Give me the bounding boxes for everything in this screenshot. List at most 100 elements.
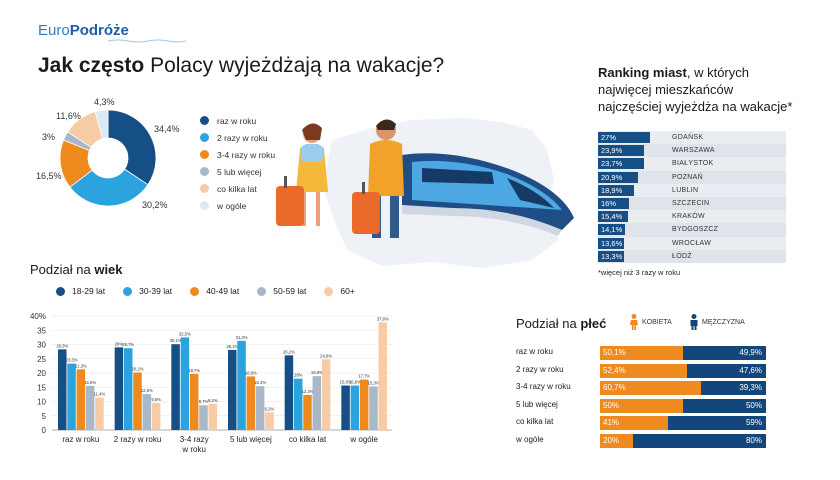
gender-row: co kilka lat 41% 59%: [516, 415, 766, 433]
age-bar: [284, 355, 294, 430]
gender-row-label: w ogóle: [516, 434, 544, 444]
age-legend: 18-29 lat 30-39 lat 40-49 lat 50-59 lat 60+: [56, 286, 373, 296]
ranking-bar: [598, 224, 626, 236]
age-bar: [369, 386, 378, 430]
ranking-table: 27% GDAŃSK 23,9% WARSZAWA 23,7% BIAŁYSTOK 20,9…: [598, 131, 786, 263]
pie-legend-item: 5 lub więcej: [200, 163, 275, 180]
x-category-label: w ogóle: [349, 435, 378, 444]
x-category-label: co kilka lat: [289, 435, 327, 444]
age-legend-item: 40-49 lat: [190, 286, 239, 296]
age-legend-swatch: [324, 286, 334, 296]
ranking-city: GDAŃSK: [672, 134, 704, 141]
pie-slice: [69, 168, 149, 207]
age-bar: [208, 403, 218, 430]
gender-row: w ogóle 20% 80%: [516, 433, 766, 451]
ranking-row: 27% GDAŃSK: [598, 131, 786, 145]
ranking-row: 18,9% LUBLIN: [598, 183, 786, 197]
y-tick-label: 0: [42, 426, 47, 435]
age-bar: [341, 385, 350, 430]
age-bar: [350, 385, 360, 430]
gender-female-value: 50%: [603, 400, 620, 410]
age-bar-label: 15,4%: [254, 380, 266, 385]
y-tick-label: 25: [37, 355, 46, 364]
ranking-city: LUBLIN: [672, 186, 699, 194]
ranking-bar: [598, 197, 629, 209]
ranking-value: 13,6%: [601, 238, 623, 248]
ranking-bar: [598, 250, 624, 262]
ranking-city: ŁÓDŹ: [672, 252, 692, 260]
ranking-bar: [598, 211, 628, 223]
train-icon: [402, 153, 574, 236]
age-legend-item: 50-59 lat: [257, 286, 306, 296]
age-bar-label: 19,7%: [188, 368, 200, 373]
gender-bar-female: [600, 433, 634, 448]
gender-bar-female: [600, 398, 683, 413]
ranking-city: POZNAŃ: [672, 173, 703, 181]
ranking-value: 15,4%: [601, 212, 623, 222]
gender-row-label: 3-4 razy w roku: [516, 382, 571, 391]
age-legend-item: 18-29 lat: [56, 286, 105, 296]
gender-title-bold: płeć: [580, 316, 607, 331]
gender-female-value: 52,4%: [603, 365, 626, 375]
age-legend-swatch: [190, 286, 200, 296]
age-legend-item: 60+: [324, 286, 355, 296]
ranking-title: Ranking miast, w których najwięcej miesz…: [598, 64, 798, 115]
age-bar-label: 26,2%: [283, 349, 295, 354]
age-bar-label: 15,5%: [84, 380, 96, 385]
ranking-value: 18,9%: [601, 185, 623, 195]
age-section-title: Podział na wiek: [30, 262, 123, 277]
gender-male-value: 49,9%: [739, 348, 762, 357]
ranking-city: KRAKÓW: [672, 213, 705, 221]
logo-euro: Euro: [38, 22, 70, 39]
gender-female-value: 41%: [603, 418, 620, 427]
pie-legend-item: 3-4 razy w roku: [200, 146, 275, 163]
page-title-bold: Jak często: [38, 54, 145, 77]
pie-legend-item: 2 razy w roku: [200, 129, 275, 146]
ranking-title-bold: Ranking miast: [598, 65, 687, 80]
x-category-label: 2 razy w roku: [114, 435, 162, 444]
pie-legend-item: raz w roku: [200, 112, 275, 129]
gender-row: 5 lub więcej 50% 50%: [516, 398, 766, 416]
gender-bar-male: 41% 59%: [600, 416, 766, 430]
y-tick-label: 40%: [30, 312, 46, 321]
ranking-bar: [598, 184, 635, 196]
man-traveller-icon: [352, 119, 404, 238]
age-bar-label: 30,1%: [170, 338, 182, 343]
ranking-city: BYDGOSZCZ: [672, 226, 719, 234]
age-bar: [123, 348, 133, 430]
age-bar-label: 37,8%: [377, 316, 389, 321]
gender-bar-male: 50,1% 49,9%: [600, 346, 766, 360]
x-category-label: 3-4 razy: [180, 435, 209, 444]
gender-bar-female: [600, 363, 687, 378]
gender-bar-female: [600, 346, 684, 360]
ranking-row: 23,7% BIAŁYSTOK: [598, 157, 786, 171]
ranking-city: WROCŁAW: [672, 239, 712, 247]
y-tick-label: 15: [37, 383, 46, 392]
ranking-city: SZCZECIN: [672, 199, 710, 207]
age-bar-label: 24,8%: [320, 353, 332, 358]
gender-row: raz w roku 50,1% 49,9%: [516, 345, 766, 363]
ranking-bar: [598, 145, 645, 157]
gender-bar-male: 60,7% 39,3%: [600, 381, 766, 395]
pie-legend-swatch: [200, 184, 209, 193]
logo-podroze: Podróże: [69, 22, 129, 39]
pie-slice: [94, 109, 109, 140]
legend-male: MĘŻCZYZNA: [690, 314, 745, 330]
gender-bar-female: [600, 381, 701, 395]
male-icon: [690, 314, 698, 330]
y-tick-label: 5: [42, 412, 47, 421]
age-bar: [58, 349, 67, 430]
age-bar: [67, 363, 76, 430]
ranking-row: 23,9% WARSZAWA: [598, 144, 786, 158]
age-bar-label: 15,3%: [368, 380, 380, 385]
legend-male-label: MĘŻCZYZNA: [702, 318, 745, 326]
pie-legend-label: raz w roku: [217, 115, 257, 126]
age-bar-label: 28,3%: [56, 343, 68, 348]
gender-male-value: 59%: [745, 418, 762, 427]
age-bar-chart: 0 5 10 15 20 25 30 35 40% 28,3% 23,3%21,3% 15,5% 11,…: [30, 312, 392, 454]
age-legend-label: 60+: [340, 286, 355, 296]
gender-row-label: co kilka lat: [516, 417, 554, 426]
gender-male-value: 50%: [745, 400, 762, 410]
pie-legend-swatch: [200, 167, 209, 176]
ranking-title-rest: , w których najwięcej mieszkańców najczę…: [598, 65, 793, 114]
